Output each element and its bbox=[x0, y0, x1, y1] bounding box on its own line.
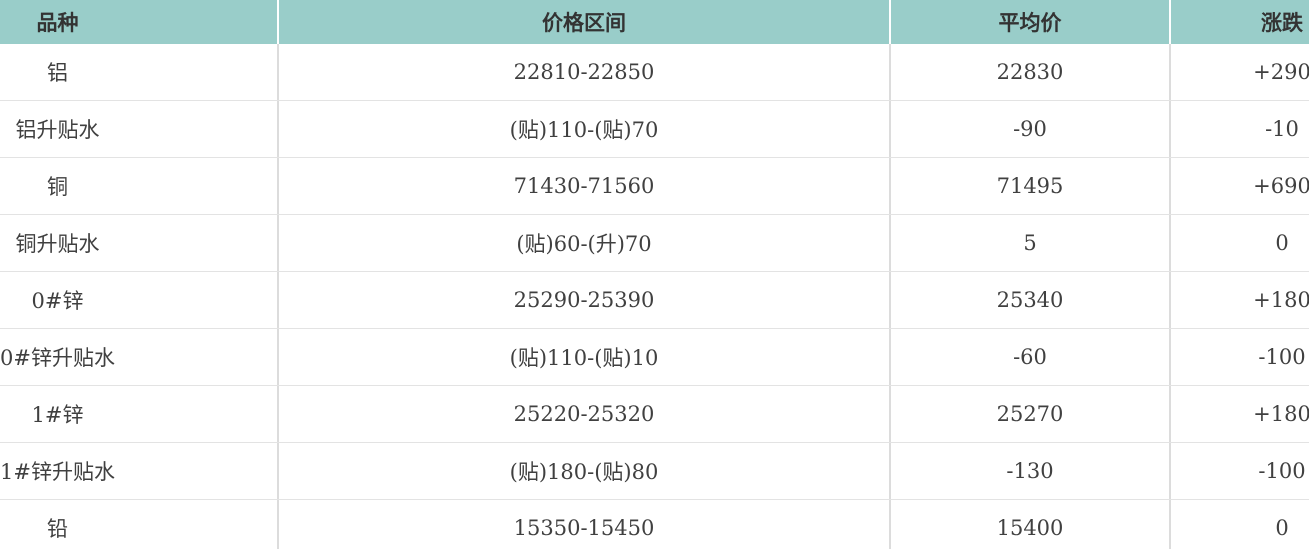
cell-price-range: (贴)110-(贴)70 bbox=[279, 101, 891, 157]
cell-average-price: 25340 bbox=[891, 272, 1171, 328]
table-row: 铝升贴水 (贴)110-(贴)70 -90 -10 bbox=[0, 101, 1309, 158]
cell-change: -10 bbox=[1265, 117, 1299, 141]
cell-variety: 0#锌升贴水 bbox=[0, 329, 279, 385]
cell-variety: 0#锌 bbox=[0, 272, 279, 328]
cell-average-price: -90 bbox=[891, 101, 1171, 157]
table-row: 0#锌 25290-25390 25340 +180 bbox=[0, 272, 1309, 329]
cell-change: +690 bbox=[1253, 174, 1309, 198]
table-header-row: 品种 价格区间 平均价 涨跌 bbox=[0, 0, 1309, 44]
cell-average-price: 25270 bbox=[891, 386, 1171, 442]
cell-average-price: 15400 bbox=[891, 500, 1171, 549]
table-row: 1#锌升贴水 (贴)180-(贴)80 -130 -100 bbox=[0, 443, 1309, 500]
cell-variety: 铜升贴水 bbox=[0, 215, 279, 271]
cell-variety: 铜 bbox=[0, 158, 279, 214]
cell-change: 0 bbox=[1275, 516, 1289, 540]
cell-change: +180 bbox=[1253, 288, 1309, 312]
cell-average-price: -130 bbox=[891, 443, 1171, 499]
table-row: 铝 22810-22850 22830 +290 bbox=[0, 44, 1309, 101]
cell-average-price: 22830 bbox=[891, 44, 1171, 100]
cell-average-price: -60 bbox=[891, 329, 1171, 385]
cell-price-range: (贴)60-(升)70 bbox=[279, 215, 891, 271]
cell-price-range: (贴)110-(贴)10 bbox=[279, 329, 891, 385]
cell-price-range: 25220-25320 bbox=[279, 386, 891, 442]
table-row: 铜 71430-71560 71495 +690 bbox=[0, 158, 1309, 215]
cell-change: +290 bbox=[1253, 60, 1309, 84]
table-row: 铅 15350-15450 15400 0 bbox=[0, 500, 1309, 549]
cell-variety: 1#锌 bbox=[0, 386, 279, 442]
column-header-price-range: 价格区间 bbox=[279, 0, 891, 44]
column-header-change: 涨跌 bbox=[1261, 10, 1303, 35]
cell-variety: 1#锌升贴水 bbox=[0, 443, 279, 499]
table-row: 铜升贴水 (贴)60-(升)70 5 0 bbox=[0, 215, 1309, 272]
cell-price-range: (贴)180-(贴)80 bbox=[279, 443, 891, 499]
cell-change: -100 bbox=[1258, 459, 1306, 483]
cell-price-range: 71430-71560 bbox=[279, 158, 891, 214]
table-row: 1#锌 25220-25320 25270 +180 bbox=[0, 386, 1309, 443]
cell-variety: 铝 bbox=[0, 44, 279, 100]
cell-change: 0 bbox=[1275, 231, 1289, 255]
table-row: 0#锌升贴水 (贴)110-(贴)10 -60 -100 bbox=[0, 329, 1309, 386]
cell-variety: 铝升贴水 bbox=[0, 101, 279, 157]
cell-price-range: 15350-15450 bbox=[279, 500, 891, 549]
cell-price-range: 22810-22850 bbox=[279, 44, 891, 100]
column-header-average-price: 平均价 bbox=[891, 0, 1171, 44]
table-body: 铝 22810-22850 22830 +290 铝升贴水 (贴)110-(贴)… bbox=[0, 44, 1309, 549]
cell-average-price: 5 bbox=[891, 215, 1171, 271]
cell-change: -100 bbox=[1258, 345, 1306, 369]
column-header-variety: 品种 bbox=[0, 0, 279, 44]
cell-change: +180 bbox=[1253, 402, 1309, 426]
cell-price-range: 25290-25390 bbox=[279, 272, 891, 328]
cell-variety: 铅 bbox=[0, 500, 279, 549]
cell-average-price: 71495 bbox=[891, 158, 1171, 214]
